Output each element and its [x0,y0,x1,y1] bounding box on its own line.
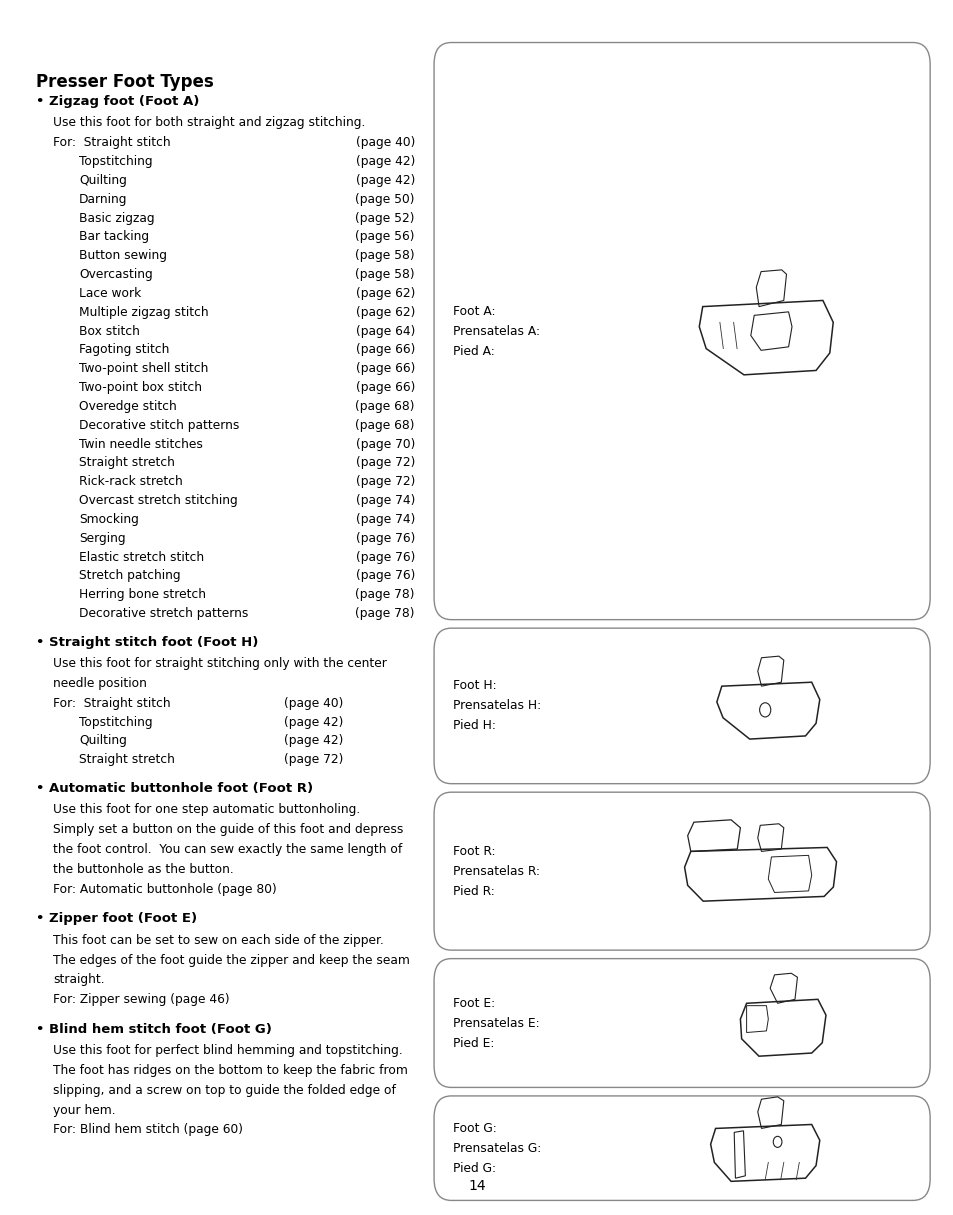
Text: (page 76): (page 76) [355,532,415,544]
Text: (page 66): (page 66) [355,362,415,375]
Text: (page 40): (page 40) [284,696,343,710]
Text: Overedge stitch: Overedge stitch [79,400,176,413]
Text: Foot H:
Prensatelas H:
Pied H:: Foot H: Prensatelas H: Pied H: [453,679,540,733]
Text: (page 40): (page 40) [355,136,415,149]
Text: slipping, and a screw on top to guide the folded edge of: slipping, and a screw on top to guide th… [53,1084,395,1097]
Text: Rick-rack stretch: Rick-rack stretch [79,475,183,488]
Text: For: Blind hem stitch (page 60): For: Blind hem stitch (page 60) [53,1124,243,1136]
Text: Use this foot for straight stitching only with the center: Use this foot for straight stitching onl… [53,657,387,671]
Text: Decorative stretch patterns: Decorative stretch patterns [79,608,249,620]
Text: (page 64): (page 64) [355,324,415,338]
Text: For:  Straight stitch: For: Straight stitch [53,136,171,149]
Text: Straight stretch: Straight stretch [79,753,174,767]
Text: The edges of the foot guide the zipper and keep the seam: The edges of the foot guide the zipper a… [53,954,410,966]
Text: (page 42): (page 42) [284,734,343,747]
Text: Straight stretch: Straight stretch [79,457,174,469]
Text: Quilting: Quilting [79,174,127,187]
Text: (page 68): (page 68) [355,400,415,413]
Text: Foot G:
Prensatelas G:
Pied G:: Foot G: Prensatelas G: Pied G: [453,1121,541,1175]
Text: Foot E:
Prensatelas E:
Pied E:: Foot E: Prensatelas E: Pied E: [453,996,539,1050]
Text: the foot control.  You can sew exactly the same length of: the foot control. You can sew exactly th… [53,843,402,857]
Text: Use this foot for one step automatic buttonholing.: Use this foot for one step automatic but… [53,803,360,816]
Text: (page 56): (page 56) [355,231,415,243]
Text: • Automatic buttonhole foot (Foot R): • Automatic buttonhole foot (Foot R) [36,781,313,795]
Text: (page 74): (page 74) [355,513,415,526]
Text: Basic zigzag: Basic zigzag [79,211,154,225]
Text: Presser Foot Types: Presser Foot Types [36,73,213,91]
Text: Twin needle stitches: Twin needle stitches [79,437,203,451]
FancyBboxPatch shape [434,792,929,950]
Text: Use this foot for both straight and zigzag stitching.: Use this foot for both straight and zigz… [53,117,365,130]
Text: This foot can be set to sew on each side of the zipper.: This foot can be set to sew on each side… [53,933,384,946]
Text: (page 42): (page 42) [355,156,415,168]
Text: Two-point shell stitch: Two-point shell stitch [79,362,209,375]
Text: Topstitching: Topstitching [79,716,152,729]
Text: For: Zipper sewing (page 46): For: Zipper sewing (page 46) [53,993,230,1006]
Text: (page 76): (page 76) [355,550,415,564]
Text: the buttonhole as the button.: the buttonhole as the button. [53,863,233,876]
Text: (page 42): (page 42) [284,716,343,729]
Text: (page 78): (page 78) [355,608,415,620]
Text: The foot has ridges on the bottom to keep the fabric from: The foot has ridges on the bottom to kee… [53,1064,408,1076]
Text: (page 52): (page 52) [355,211,415,225]
Text: (page 58): (page 58) [355,269,415,281]
Text: Smocking: Smocking [79,513,139,526]
Text: Darning: Darning [79,193,128,205]
Text: (page 78): (page 78) [355,588,415,601]
Text: straight.: straight. [53,973,105,987]
FancyBboxPatch shape [434,43,929,620]
Text: Box stitch: Box stitch [79,324,140,338]
Text: Decorative stitch patterns: Decorative stitch patterns [79,419,239,431]
Text: 14: 14 [468,1179,485,1193]
Text: (page 74): (page 74) [355,495,415,507]
Text: Simply set a button on the guide of this foot and depress: Simply set a button on the guide of this… [53,824,403,836]
Text: (page 70): (page 70) [355,437,415,451]
Text: Quilting: Quilting [79,734,127,747]
Text: (page 62): (page 62) [355,287,415,300]
Text: Topstitching: Topstitching [79,156,152,168]
Text: (page 72): (page 72) [355,475,415,488]
Text: • Zigzag foot (Foot A): • Zigzag foot (Foot A) [36,95,199,108]
Text: Foot R:
Prensatelas R:
Pied R:: Foot R: Prensatelas R: Pied R: [453,844,539,898]
Text: • Zipper foot (Foot E): • Zipper foot (Foot E) [36,912,197,925]
Text: Overcast stretch stitching: Overcast stretch stitching [79,495,237,507]
Text: (page 68): (page 68) [355,419,415,431]
Text: For: Automatic buttonhole (page 80): For: Automatic buttonhole (page 80) [53,882,277,895]
Text: (page 72): (page 72) [355,457,415,469]
Text: (page 66): (page 66) [355,344,415,356]
Text: Fagoting stitch: Fagoting stitch [79,344,170,356]
Text: (page 50): (page 50) [355,193,415,205]
Text: Two-point box stitch: Two-point box stitch [79,382,202,394]
Text: • Straight stitch foot (Foot H): • Straight stitch foot (Foot H) [36,635,258,649]
Text: Herring bone stretch: Herring bone stretch [79,588,206,601]
FancyBboxPatch shape [434,628,929,784]
Text: • Blind hem stitch foot (Foot G): • Blind hem stitch foot (Foot G) [36,1023,272,1035]
Text: (page 66): (page 66) [355,382,415,394]
FancyBboxPatch shape [434,1096,929,1200]
Text: Button sewing: Button sewing [79,249,167,262]
Text: (page 58): (page 58) [355,249,415,262]
Text: your hem.: your hem. [53,1103,116,1117]
Text: Foot A:
Prensatelas A:
Pied A:: Foot A: Prensatelas A: Pied A: [453,305,539,357]
Text: For:  Straight stitch: For: Straight stitch [53,696,171,710]
Text: (page 76): (page 76) [355,570,415,582]
Text: needle position: needle position [53,677,147,690]
Text: Overcasting: Overcasting [79,269,152,281]
Text: (page 42): (page 42) [355,174,415,187]
Text: Use this foot for perfect blind hemming and topstitching.: Use this foot for perfect blind hemming … [53,1044,403,1057]
Text: Multiple zigzag stitch: Multiple zigzag stitch [79,306,209,318]
Text: Lace work: Lace work [79,287,141,300]
Text: (page 72): (page 72) [284,753,343,767]
Text: Serging: Serging [79,532,126,544]
FancyBboxPatch shape [434,959,929,1087]
Text: (page 62): (page 62) [355,306,415,318]
Text: Elastic stretch stitch: Elastic stretch stitch [79,550,204,564]
Text: Bar tacking: Bar tacking [79,231,150,243]
Text: Stretch patching: Stretch patching [79,570,181,582]
